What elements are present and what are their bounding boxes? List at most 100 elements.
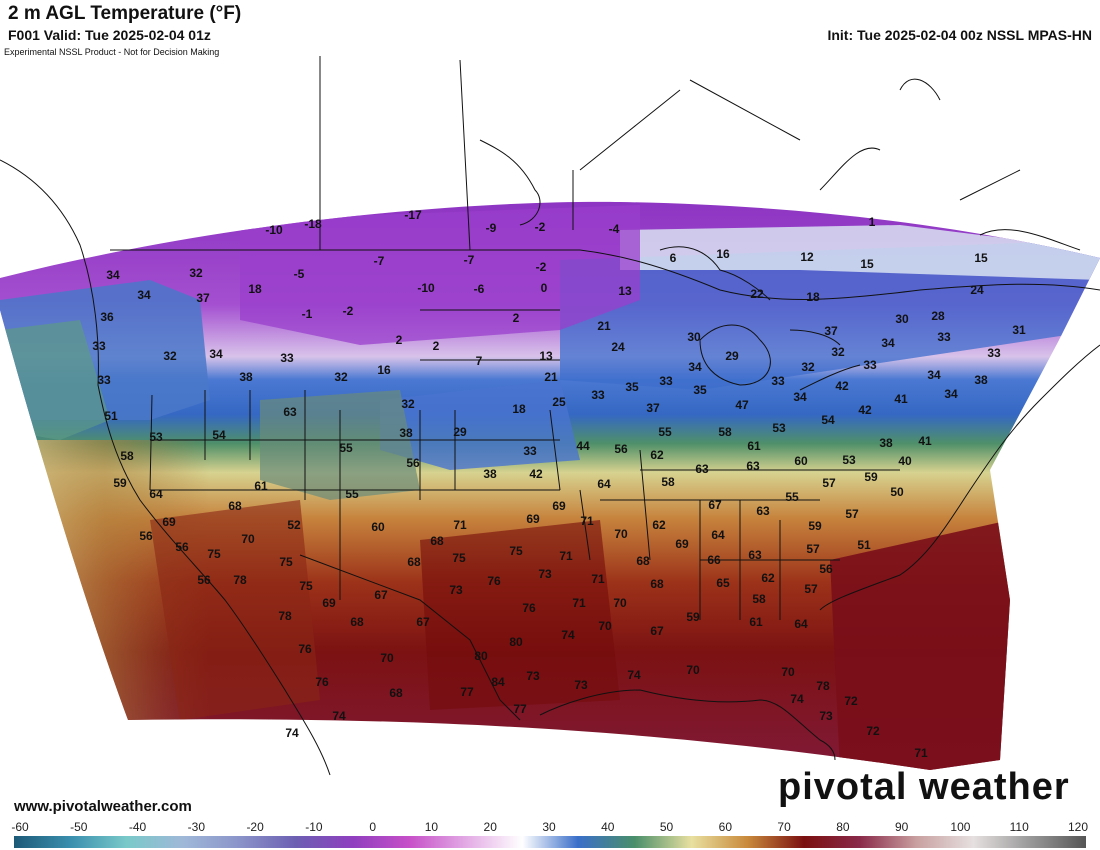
temp-label: 55	[345, 487, 359, 501]
temp-label: 62	[652, 518, 666, 532]
temp-label: 29	[725, 349, 739, 363]
scale-tick-label: -10	[305, 820, 323, 834]
temp-label: 32	[831, 345, 845, 359]
temp-label: 68	[228, 499, 242, 513]
scale-tick-label: 90	[894, 820, 909, 834]
temp-label: 78	[233, 573, 247, 587]
temp-label: 68	[430, 534, 444, 548]
temp-label: 33	[863, 358, 877, 372]
temp-label: 71	[559, 549, 573, 563]
temp-label: 68	[407, 555, 421, 569]
temp-label: 35	[693, 383, 707, 397]
temp-label: 61	[254, 479, 268, 493]
temp-label: -5	[294, 267, 305, 281]
temp-label: 37	[646, 401, 660, 415]
temp-label: 77	[513, 702, 527, 716]
temp-label: 57	[804, 582, 818, 596]
temp-label: 34	[927, 368, 941, 382]
temp-label: 71	[580, 514, 594, 528]
temp-label: 63	[746, 459, 760, 473]
scale-tick-label: -20	[246, 820, 264, 834]
temp-label: 38	[399, 426, 413, 440]
temp-label: 71	[572, 596, 586, 610]
scale-tick-label: 50	[659, 820, 674, 834]
temp-label: 59	[864, 470, 878, 484]
boundaries	[0, 56, 1100, 776]
temperature-map: -10 -18-17-9 -2 -4-7 -7 -2-518 -10 -6 0-1 -2 22 27 1…	[0, 56, 1100, 776]
scale-tick-label: 20	[483, 820, 497, 834]
temp-label: 58	[661, 475, 675, 489]
scale-tick-label: 100	[950, 820, 971, 834]
temp-label: 7	[476, 354, 483, 368]
temp-label: 69	[552, 499, 566, 513]
temp-label: 51	[857, 538, 871, 552]
temp-label: 70	[613, 596, 627, 610]
temp-label: 34	[137, 288, 151, 302]
map-title: 2 m AGL Temperature (°F)	[8, 3, 242, 24]
temp-label: 22	[750, 287, 764, 301]
temp-label: 34	[793, 390, 807, 404]
temp-label: 71	[914, 746, 928, 760]
temp-label: 32	[401, 397, 415, 411]
temp-label: 69	[526, 512, 540, 526]
temp-label: 25	[552, 395, 566, 409]
temp-label: 24	[970, 283, 984, 297]
temp-label: 64	[711, 528, 725, 542]
temp-label: 36	[100, 310, 114, 324]
temp-label: 32	[801, 360, 815, 374]
temp-label: 60	[371, 520, 385, 534]
temp-label: 75	[299, 579, 313, 593]
temp-label: 68	[636, 554, 650, 568]
temp-label: 64	[597, 477, 611, 491]
temp-label: 16	[716, 247, 730, 261]
temp-label: 76	[522, 601, 536, 615]
temp-label: 13	[539, 349, 553, 363]
temperature-labels: -10 -18-17-9 -2 -4-7 -7 -2-518 -10 -6 0-1 -2 22 27 1…	[92, 208, 1026, 760]
temp-label: 2	[513, 311, 520, 325]
temp-label: 54	[212, 428, 226, 442]
temp-label: 58	[718, 425, 732, 439]
temp-label: 59	[808, 519, 822, 533]
temp-label: -6	[474, 282, 485, 296]
temp-label: 15	[974, 251, 988, 265]
scale-tick-label: 110	[1009, 820, 1029, 834]
temp-label: 56	[819, 562, 833, 576]
temp-label: -9	[486, 221, 497, 235]
temp-label: 76	[315, 675, 329, 689]
temp-label: 52	[287, 518, 301, 532]
temp-label: 78	[816, 679, 830, 693]
temp-label: 32	[189, 266, 203, 280]
temp-label: 80	[474, 649, 488, 663]
temp-label: 32	[334, 370, 348, 384]
temp-label: 28	[931, 309, 945, 323]
temp-label: 33	[937, 330, 951, 344]
map-area[interactable]: -10 -18 -17 -9 -2 -4 -7 -7 -2 -5 18 -10 -6 0 -1 -2 2 2 2 7 1…	[0, 46, 1100, 818]
scale-tick-label: 60	[718, 820, 733, 834]
temp-label: 75	[207, 547, 221, 561]
temp-label: 71	[453, 518, 467, 532]
temp-label: 0	[541, 281, 548, 295]
temp-label: 18	[248, 282, 262, 296]
website-url[interactable]: www.pivotalweather.com	[14, 798, 192, 815]
temp-label: 21	[544, 370, 558, 384]
scale-tick-label: -30	[187, 820, 205, 834]
temp-label: 66	[707, 553, 721, 567]
scale-tick-label: -60	[11, 820, 29, 834]
temp-label: 41	[918, 434, 932, 448]
temp-label: 68	[650, 577, 664, 591]
temp-label: 34	[688, 360, 702, 374]
temp-label: -2	[535, 220, 546, 234]
temp-label: 61	[749, 615, 763, 629]
temp-label: 67	[416, 615, 430, 629]
temp-label: 34	[944, 387, 958, 401]
temp-label: 57	[806, 542, 820, 556]
temp-label: 74	[627, 668, 641, 682]
temp-label: 38	[239, 370, 253, 384]
temp-label: 38	[879, 436, 893, 450]
temp-label: 56	[614, 442, 628, 456]
temp-label: 18	[806, 290, 820, 304]
temp-label: 63	[283, 405, 297, 419]
temp-label: 84	[491, 675, 505, 689]
temp-label: 42	[529, 467, 543, 481]
temp-label: 56	[197, 573, 211, 587]
